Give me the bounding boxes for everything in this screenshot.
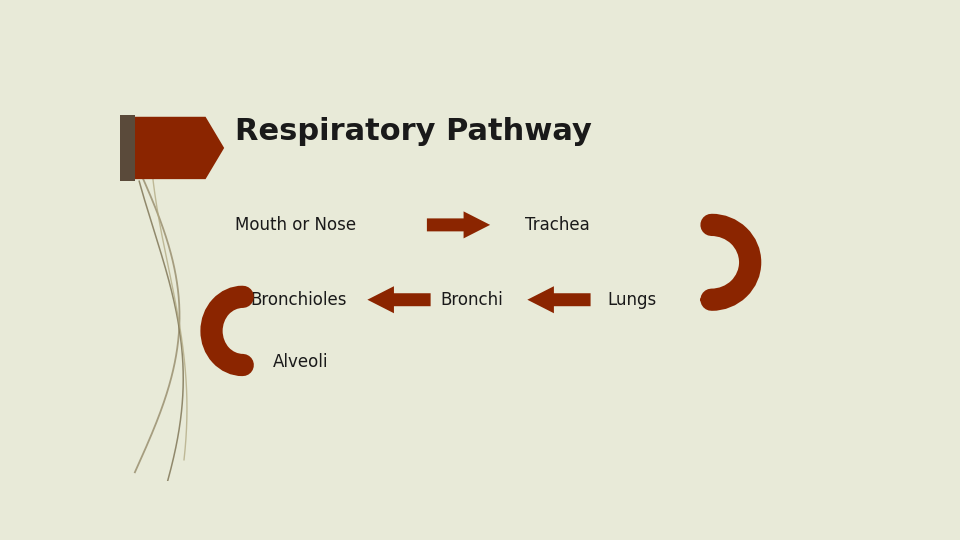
Text: Trachea: Trachea xyxy=(525,216,590,234)
Text: Respiratory Pathway: Respiratory Pathway xyxy=(235,117,592,146)
Polygon shape xyxy=(527,286,590,313)
Text: Bronchi: Bronchi xyxy=(440,291,503,309)
Text: Mouth or Nose: Mouth or Nose xyxy=(235,216,356,234)
Polygon shape xyxy=(427,211,491,238)
Polygon shape xyxy=(368,286,431,313)
Text: Alveoli: Alveoli xyxy=(273,353,328,371)
Text: Lungs: Lungs xyxy=(608,291,657,309)
Text: Bronchioles: Bronchioles xyxy=(251,291,347,309)
Polygon shape xyxy=(120,114,134,181)
Polygon shape xyxy=(133,117,225,179)
